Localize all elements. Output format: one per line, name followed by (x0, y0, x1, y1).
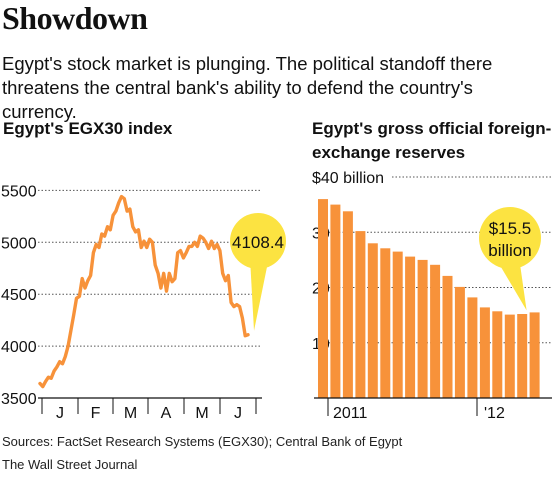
reserves-callout-bubble (479, 207, 541, 269)
egx30-chart-title: Egypt's EGX30 index (3, 119, 173, 138)
reserves-bar (380, 248, 391, 398)
reserves-callout-pointer (498, 262, 527, 311)
source-note: Sources: FactSet Research Systems (EGX30… (2, 434, 403, 449)
egx30-series-line (38, 194, 250, 389)
reserves-bar (517, 314, 528, 398)
reserves-bar (442, 275, 453, 398)
reserves-callout-label: billion (488, 241, 531, 260)
egx30-y-tick-label: 3500 (1, 391, 37, 408)
egx30-x-tick-label: A (161, 405, 172, 422)
reserves-chart-title: Egypt's gross official foreign-exchange … (312, 119, 552, 162)
reserves-bar (430, 264, 441, 398)
reserves-bar (479, 307, 490, 398)
egx30-callout-pointer (250, 258, 268, 331)
reserves-bar (342, 211, 353, 398)
reserves-bar (492, 311, 503, 398)
reserves-bar (367, 243, 378, 398)
egx30-x-tick-label: M (195, 405, 208, 422)
subtitle: Egypt's stock market is plunging. The po… (2, 53, 493, 122)
egx30-y-tick-label: 4500 (1, 287, 37, 304)
credit-line: The Wall Street Journal (2, 457, 138, 472)
reserves-y-tick-label: $40 billion (312, 170, 384, 187)
egx30-x-tick-label: F (91, 405, 101, 422)
reserves-bar (355, 231, 366, 398)
headline: Showdown (2, 0, 148, 36)
egx30-y-tick-label: 4000 (1, 339, 37, 356)
egx30-x-tick-label: M (124, 405, 137, 422)
reserves-bar (529, 312, 540, 398)
egx30-x-tick-label: J (56, 405, 64, 422)
egx30-y-tick-label: 5500 (1, 183, 37, 200)
reserves-bar (467, 297, 478, 398)
reserves-bar (417, 259, 428, 398)
reserves-callout-label: $15.5 (489, 219, 532, 238)
reserves-bar (318, 199, 328, 398)
egx30-y-tick-label: 5000 (1, 235, 37, 252)
reserves-bar (392, 251, 403, 398)
egx30-x-tick-label: J (234, 405, 242, 422)
egx30-callout-bubble (230, 213, 286, 269)
reserves-bar (405, 256, 416, 398)
reserves-bar (504, 314, 515, 398)
reserves-bar (454, 286, 465, 398)
reserves-x-tick-label: 2011 (333, 405, 368, 422)
reserves-x-tick-label: '12 (484, 405, 505, 422)
egx30-callout-label: 4108.4 (232, 233, 284, 252)
reserves-bar (330, 204, 341, 398)
